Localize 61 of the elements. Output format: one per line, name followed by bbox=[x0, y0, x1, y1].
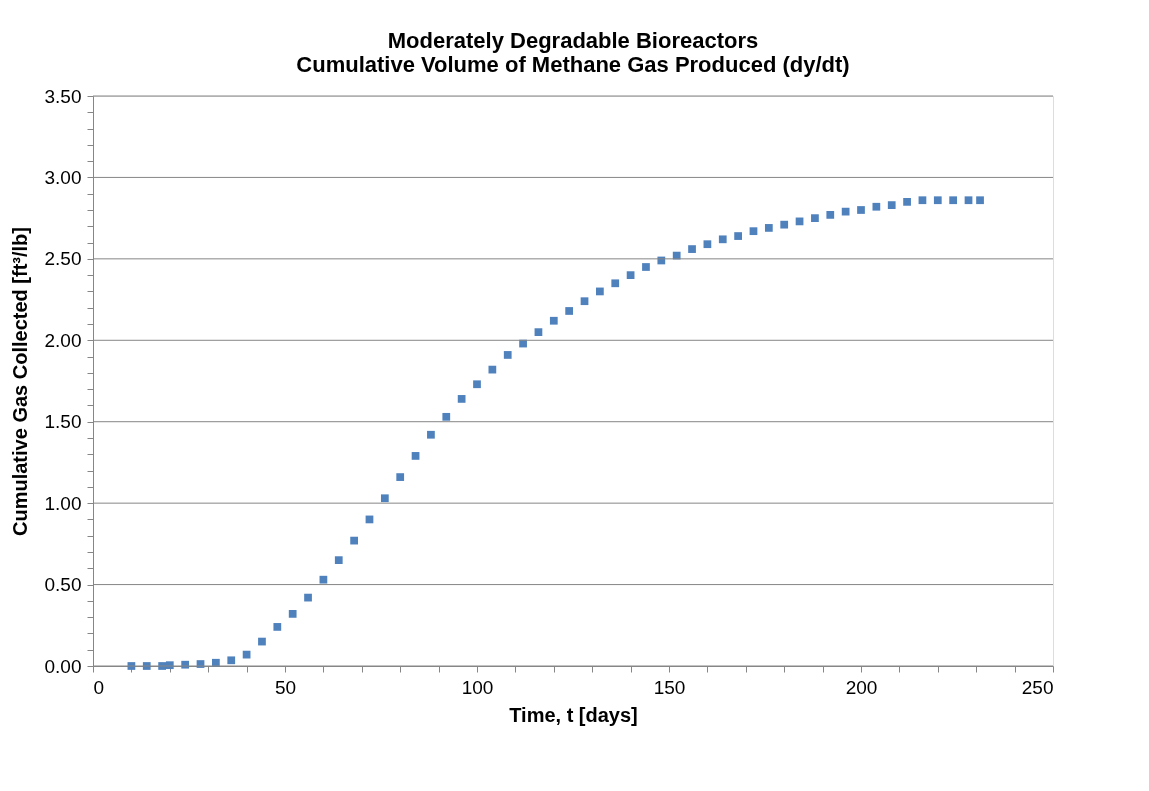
point bbox=[611, 279, 620, 288]
point bbox=[580, 297, 589, 306]
x-axis-title: Time, t [days] bbox=[509, 703, 638, 726]
point bbox=[857, 206, 865, 214]
y-tick-label: 2.00 bbox=[44, 329, 82, 351]
point bbox=[887, 201, 896, 209]
point bbox=[642, 263, 650, 271]
y-tick-label: 3.00 bbox=[44, 166, 82, 188]
x-tick-label: 250 bbox=[1021, 676, 1054, 698]
point bbox=[288, 610, 297, 618]
point bbox=[334, 556, 343, 565]
point bbox=[780, 220, 789, 229]
x-tick-label: 100 bbox=[461, 676, 494, 698]
y-tick-label: 1.00 bbox=[44, 492, 82, 514]
x-tick-label: 0 bbox=[93, 676, 105, 698]
point bbox=[933, 196, 942, 205]
x-tick-label: 50 bbox=[274, 676, 297, 698]
point bbox=[976, 196, 984, 205]
point bbox=[688, 245, 696, 253]
point bbox=[964, 196, 973, 205]
point bbox=[949, 196, 958, 205]
point bbox=[396, 473, 405, 481]
point bbox=[380, 494, 389, 503]
point bbox=[319, 575, 328, 584]
point bbox=[549, 316, 558, 325]
point bbox=[565, 307, 574, 315]
point bbox=[304, 593, 312, 602]
point bbox=[457, 395, 466, 403]
x-tick-label: 150 bbox=[653, 676, 686, 698]
point bbox=[718, 235, 727, 244]
point bbox=[596, 287, 604, 296]
y-tick-label: 0.50 bbox=[44, 574, 82, 596]
point bbox=[734, 232, 742, 240]
point bbox=[273, 623, 282, 631]
y-tick-label: 1.50 bbox=[44, 411, 82, 433]
y-tick-label: 2.50 bbox=[44, 248, 82, 270]
point bbox=[427, 430, 435, 439]
point bbox=[703, 240, 712, 249]
point bbox=[350, 536, 358, 545]
point bbox=[534, 328, 543, 337]
y-axis-title: Cumulative Gas Collected [ft³/lb] bbox=[8, 227, 31, 536]
x-tick-label: 200 bbox=[845, 676, 878, 698]
point bbox=[442, 412, 451, 421]
point bbox=[258, 637, 266, 646]
y-tick-label: 3.50 bbox=[44, 85, 82, 107]
point bbox=[227, 656, 236, 665]
point bbox=[749, 227, 758, 236]
point bbox=[826, 211, 835, 219]
chart-title: Moderately Degradable Bioreactors Cumulative Volume of Methane Gas Produced (dy/dt) bbox=[296, 28, 850, 77]
point bbox=[918, 196, 927, 205]
point bbox=[872, 202, 881, 211]
point bbox=[811, 214, 819, 223]
point bbox=[503, 351, 512, 359]
point bbox=[488, 365, 497, 374]
point bbox=[841, 207, 850, 216]
point bbox=[903, 197, 911, 206]
point bbox=[626, 271, 635, 280]
y-tick-label: 0.00 bbox=[44, 655, 82, 677]
point bbox=[411, 452, 420, 460]
point bbox=[473, 380, 481, 389]
point bbox=[764, 224, 773, 232]
